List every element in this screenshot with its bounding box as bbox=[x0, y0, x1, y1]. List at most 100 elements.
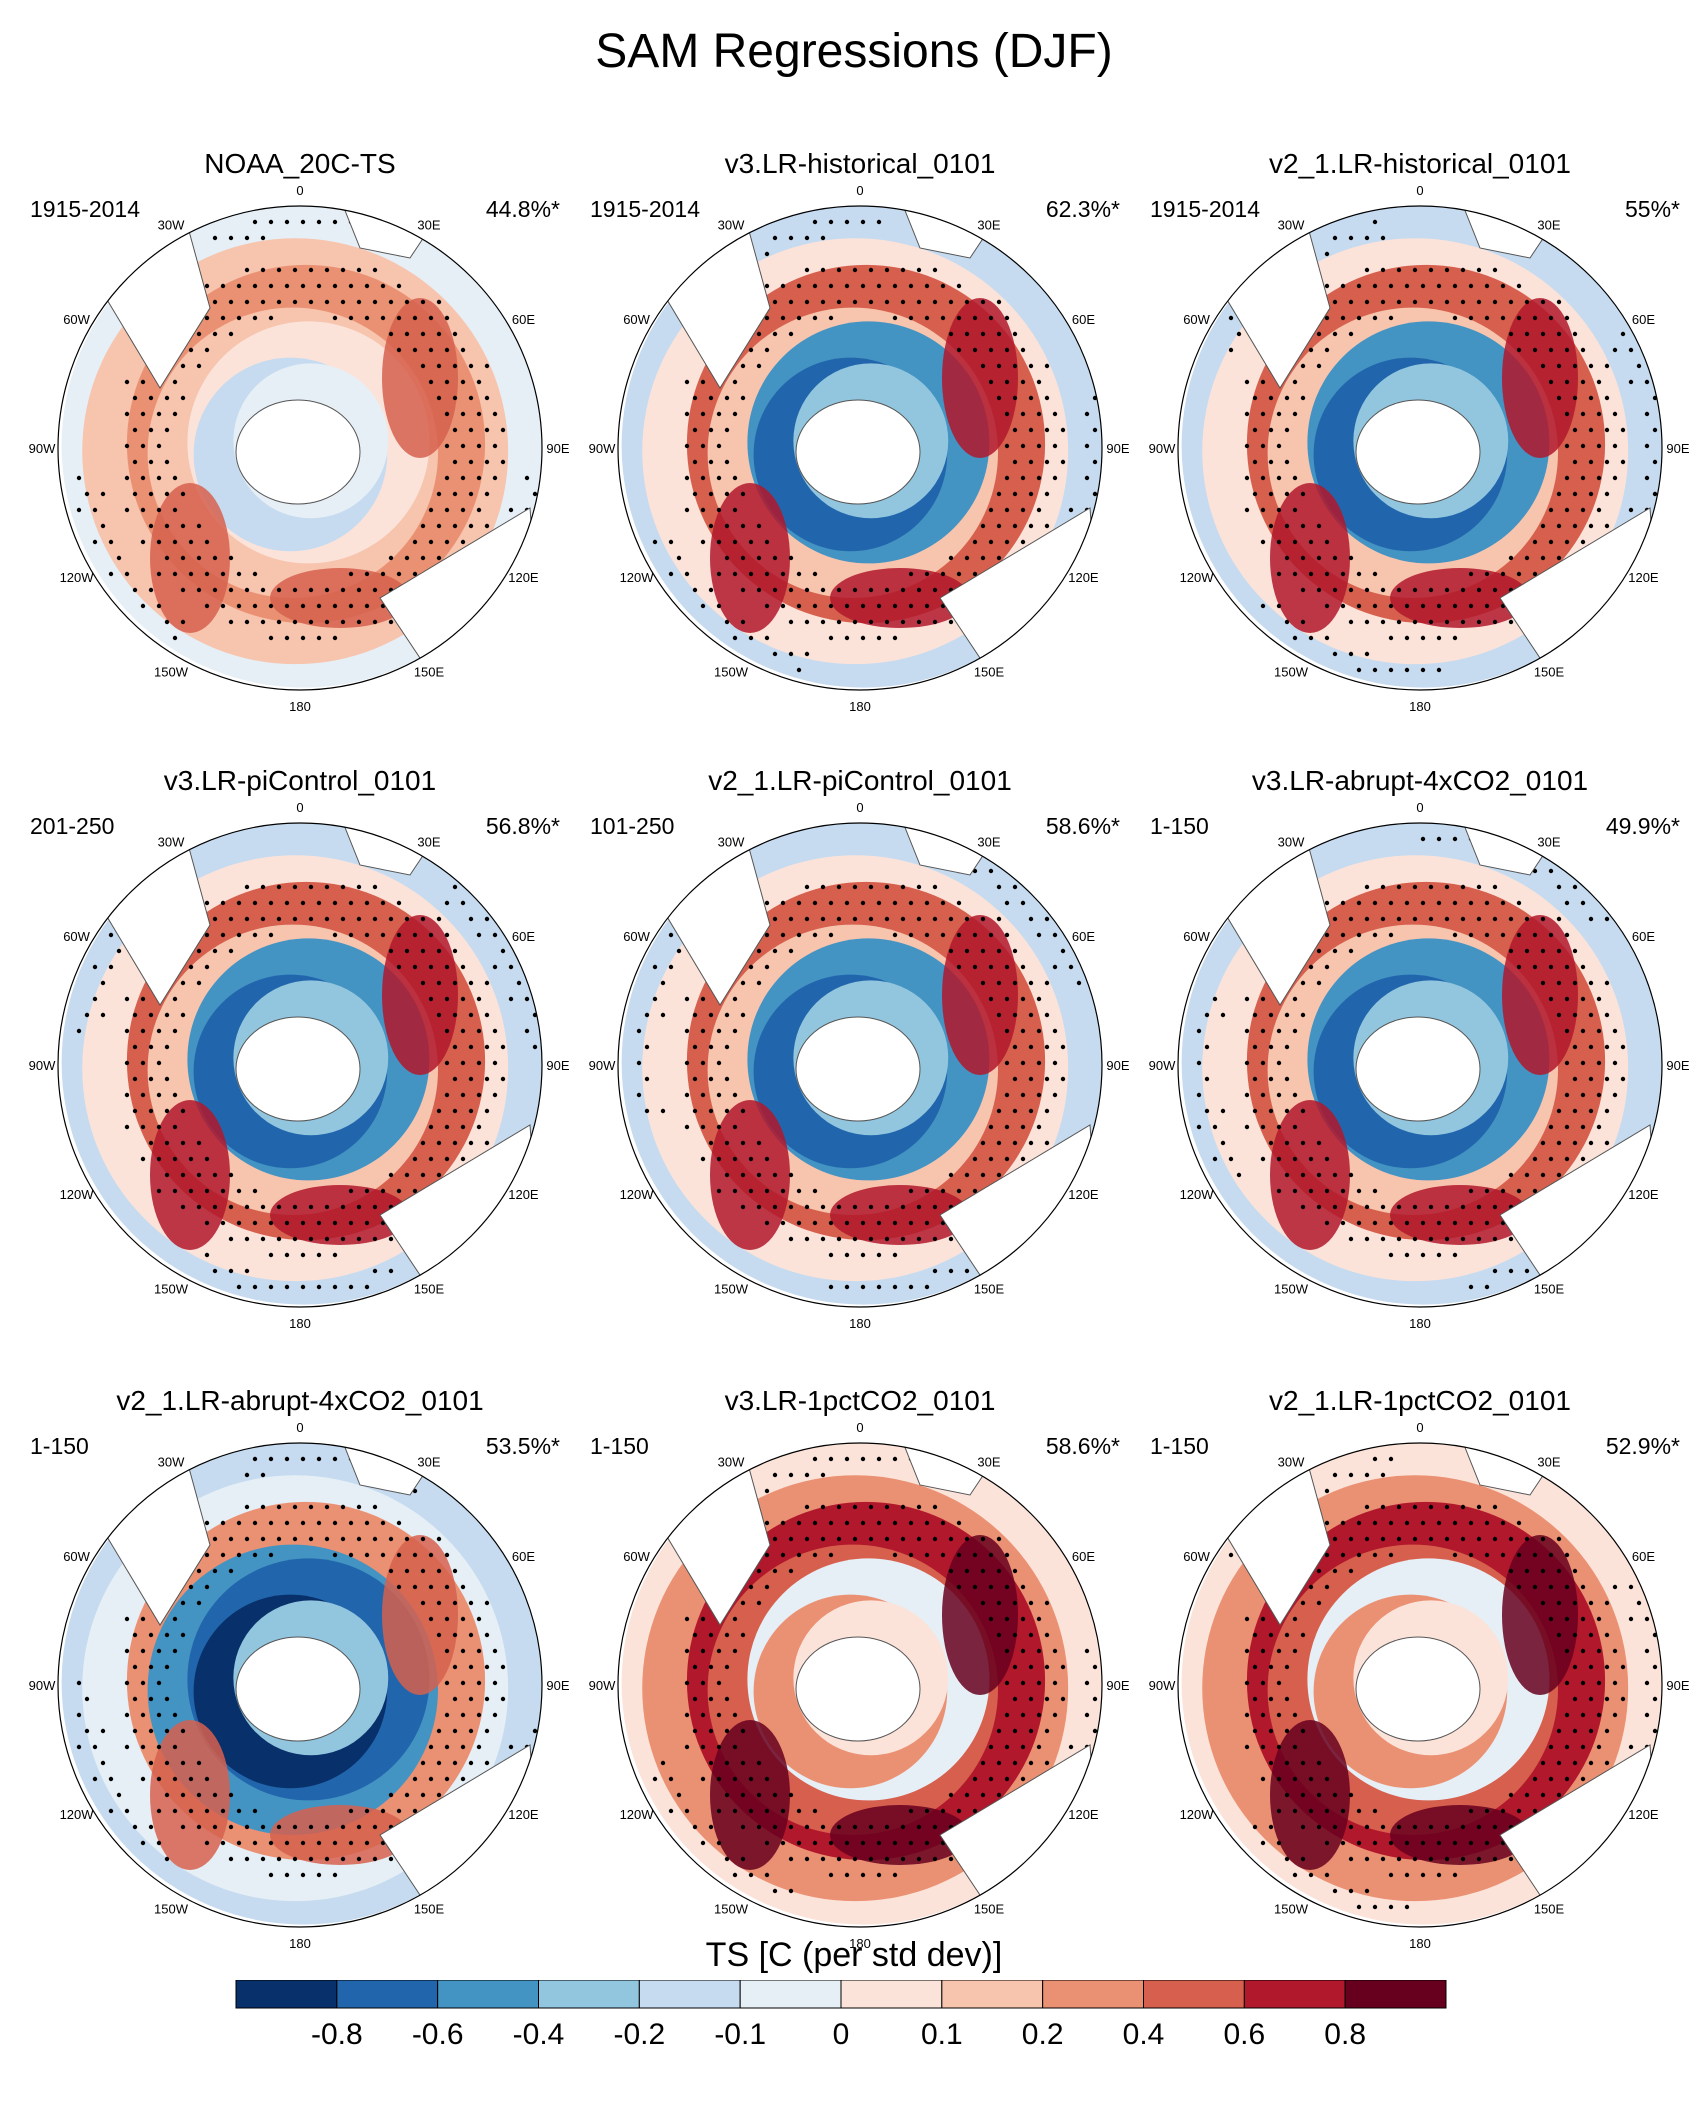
landmass bbox=[1355, 399, 1481, 505]
map-boundary bbox=[57, 205, 543, 691]
longitude-label: 150E bbox=[414, 1281, 445, 1296]
panel-years: 1915-2014 bbox=[30, 196, 140, 222]
map-panel: 0 30E 60E 90E 120E 150E 180 150W 120W 90W 60W 30W v2… bbox=[580, 765, 1140, 1365]
map-boundary bbox=[617, 205, 1103, 691]
longitude-label: 90W bbox=[1149, 1058, 1176, 1073]
panel-title: v3.LR-1pctCO2_0101 bbox=[724, 1385, 996, 1416]
figure-title: SAM Regressions (DJF) bbox=[595, 25, 1113, 78]
regression-contour bbox=[942, 298, 1018, 458]
landmass bbox=[795, 1636, 921, 1742]
map-panel: 0 30E 60E 90E 120E 150E 180 150W 120W 90W 60W 30W v2… bbox=[20, 1385, 580, 1985]
longitude-label: 120W bbox=[620, 570, 655, 585]
longitude-label: 120E bbox=[1628, 1807, 1659, 1822]
colorbar-tick-label: -0.4 bbox=[513, 2018, 565, 2051]
longitude-label: 150W bbox=[714, 664, 749, 679]
longitude-label: 120E bbox=[1628, 1187, 1659, 1202]
longitude-label: 30E bbox=[417, 218, 440, 233]
colorbar-swatch bbox=[1143, 1980, 1245, 2009]
panel-years: 1-150 bbox=[30, 1433, 89, 1459]
colorbar-swatch bbox=[1344, 1980, 1447, 2009]
longitude-label: 60W bbox=[1183, 312, 1210, 327]
longitude-label: 90E bbox=[546, 1678, 569, 1693]
longitude-label: 180 bbox=[289, 1316, 311, 1331]
colorbar-swatch bbox=[437, 1980, 539, 2009]
colorbar-tick-label: 0.8 bbox=[1324, 2018, 1366, 2051]
longitude-label: 60E bbox=[1072, 1549, 1095, 1564]
longitude-label: 90W bbox=[1149, 441, 1176, 456]
regression-contour bbox=[942, 915, 1018, 1075]
longitude-label: 60E bbox=[1072, 312, 1095, 327]
colorbar-swatch bbox=[336, 1980, 439, 2009]
longitude-label: 30E bbox=[977, 835, 1000, 850]
longitude-label: 150E bbox=[1534, 1901, 1565, 1916]
longitude-label: 0 bbox=[1416, 183, 1423, 198]
landmass bbox=[1355, 1016, 1481, 1122]
longitude-label: 30E bbox=[977, 218, 1000, 233]
longitude-label: 120W bbox=[60, 1807, 95, 1822]
panel-years: 1-150 bbox=[1150, 1433, 1209, 1459]
longitude-label: 150E bbox=[1534, 664, 1565, 679]
longitude-label: 60W bbox=[1183, 1549, 1210, 1564]
significance-stippling bbox=[652, 1456, 1098, 1894]
longitude-label: 150E bbox=[974, 664, 1005, 679]
panel-explained-variance: 44.8%* bbox=[485, 196, 560, 222]
map-panel: 0 30E 60E 90E 120E 150E 180 150W 120W 90W 60W 30W v3… bbox=[580, 1385, 1140, 1985]
longitude-label: 30E bbox=[1537, 835, 1560, 850]
longitude-label: 90W bbox=[589, 441, 616, 456]
landmass bbox=[235, 1016, 361, 1122]
map-panel: 0 30E 60E 90E 120E 150E 180 150W 120W 90W 60W 30W v2… bbox=[1140, 148, 1700, 748]
longitude-label: 0 bbox=[1416, 1420, 1423, 1435]
colorbar-swatch bbox=[235, 1980, 338, 2009]
longitude-label: 90E bbox=[1106, 1058, 1129, 1073]
regression-contour bbox=[710, 483, 790, 633]
map-panel: 0 30E 60E 90E 120E 150E 180 150W 120W 90W 60W 30W v2… bbox=[1140, 1385, 1700, 1985]
panel-explained-variance: 55%* bbox=[1625, 196, 1680, 222]
longitude-label: 90W bbox=[589, 1678, 616, 1693]
panel-title: v2_1.LR-historical_0101 bbox=[1269, 148, 1571, 179]
colorbar-swatch bbox=[1243, 1980, 1346, 2009]
panel-explained-variance: 49.9%* bbox=[1605, 813, 1680, 839]
panel-years: 201-250 bbox=[30, 813, 115, 839]
longitude-label: 180 bbox=[849, 699, 871, 714]
longitude-label: 180 bbox=[849, 1316, 871, 1331]
longitude-label: 60E bbox=[512, 929, 535, 944]
longitude-label: 90E bbox=[1106, 1678, 1129, 1693]
longitude-label: 60W bbox=[63, 929, 90, 944]
map-boundary bbox=[1177, 822, 1663, 1308]
panel-title: v3.LR-piControl_0101 bbox=[163, 765, 437, 796]
longitude-label: 60W bbox=[63, 1549, 90, 1564]
map-panel: 0 30E 60E 90E 120E 150E 180 150W 120W 90W 60W 30W v3… bbox=[20, 765, 580, 1365]
polar-map: 0 30E 60E 90E 120E 150E 180 150W 120W 90W 60W 30W bbox=[589, 800, 1130, 1331]
longitude-label: 150E bbox=[1534, 1281, 1565, 1296]
longitude-label: 120W bbox=[620, 1187, 655, 1202]
longitude-label: 90W bbox=[589, 1058, 616, 1073]
map-boundary bbox=[57, 1442, 543, 1928]
significance-stippling bbox=[1228, 219, 1658, 673]
longitude-label: 90W bbox=[29, 1058, 56, 1073]
panel-title: v2_1.LR-1pctCO2_0101 bbox=[1269, 1385, 1571, 1416]
longitude-label: 120E bbox=[508, 1187, 539, 1202]
longitude-label: 30W bbox=[1278, 218, 1305, 233]
longitude-label: 90E bbox=[1106, 441, 1129, 456]
longitude-label: 60E bbox=[1072, 929, 1095, 944]
regression-contour bbox=[1270, 483, 1350, 633]
regression-contour bbox=[382, 298, 458, 458]
regression-contour bbox=[710, 1720, 790, 1870]
regression-contour bbox=[830, 1805, 970, 1865]
colorbar-tick-label: -0.1 bbox=[714, 2018, 766, 2051]
longitude-label: 180 bbox=[849, 1936, 871, 1951]
regression-contour bbox=[270, 1805, 410, 1865]
colorbar-tick-label: 0.4 bbox=[1123, 2018, 1165, 2051]
panel-title: v2_1.LR-abrupt-4xCO2_0101 bbox=[116, 1385, 484, 1416]
longitude-label: 90E bbox=[1666, 1678, 1689, 1693]
longitude-label: 90E bbox=[1666, 1058, 1689, 1073]
regression-contour bbox=[1502, 1535, 1578, 1695]
longitude-label: 60W bbox=[623, 312, 650, 327]
longitude-label: 90E bbox=[546, 441, 569, 456]
longitude-label: 30W bbox=[718, 1455, 745, 1470]
longitude-label: 60W bbox=[623, 929, 650, 944]
regression-contour bbox=[1390, 1805, 1530, 1865]
regression-contour bbox=[1502, 915, 1578, 1075]
colorbar-tick-label: -0.8 bbox=[311, 2018, 363, 2051]
longitude-label: 150E bbox=[414, 1901, 445, 1916]
